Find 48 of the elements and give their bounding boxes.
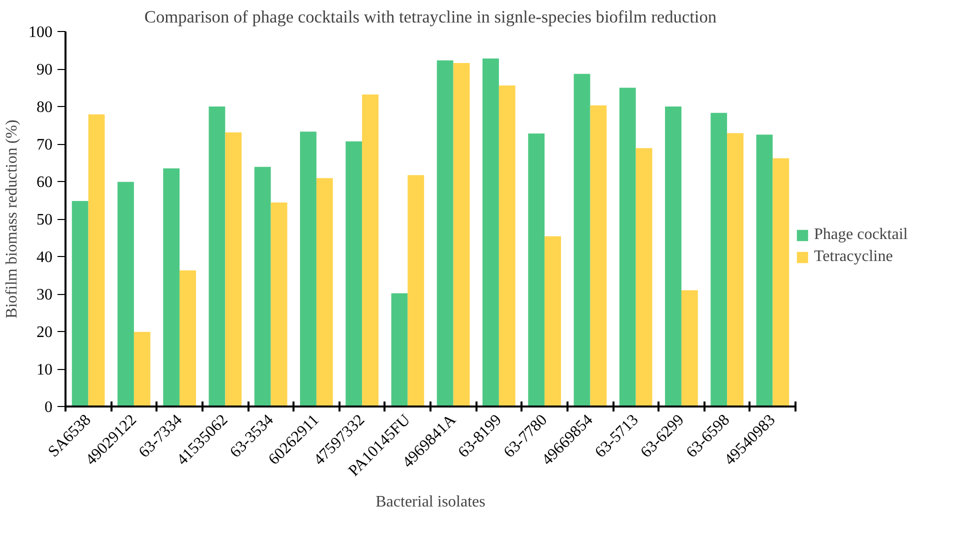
bar — [482, 58, 499, 406]
y-tick-label: 40 — [36, 249, 52, 266]
bar — [544, 236, 561, 406]
y-tick-label: 0 — [44, 399, 52, 416]
y-tick-label: 30 — [36, 286, 52, 304]
chart-title: Comparison of phage cocktails with tetraycline in signle-species biofilm reduction — [144, 8, 717, 26]
bar — [316, 178, 333, 406]
bar — [208, 106, 226, 406]
bar — [665, 106, 682, 406]
bar — [118, 182, 134, 406]
bar — [772, 158, 790, 406]
x-axis-title: Bacterial isolates — [376, 494, 486, 511]
bar — [254, 166, 271, 406]
bar — [362, 94, 378, 406]
legend-label: Phage cocktail — [814, 226, 908, 244]
bar — [300, 132, 316, 406]
bar — [710, 112, 728, 406]
y-tick-label: 80 — [36, 99, 52, 116]
y-axis-title: Biofilm biomass reduction (%) — [4, 120, 20, 318]
bar — [574, 74, 590, 406]
bar — [756, 134, 773, 406]
bar — [391, 293, 408, 406]
bar — [225, 132, 242, 406]
y-tick-label: 20 — [36, 324, 52, 341]
bar — [727, 133, 744, 406]
y-tick-label: 60 — [36, 174, 52, 191]
y-tick-label: 10 — [36, 362, 52, 378]
bar — [134, 332, 150, 406]
bar — [88, 114, 105, 406]
bar — [180, 270, 196, 406]
legend-label: Tetracycline — [814, 248, 893, 266]
bar — [453, 63, 470, 406]
bar — [590, 105, 607, 406]
y-tick-label: 90 — [36, 62, 52, 78]
bar — [163, 168, 180, 406]
bar — [636, 148, 652, 406]
bar — [346, 141, 362, 406]
bar — [408, 175, 424, 406]
bar — [619, 88, 636, 406]
bar — [436, 60, 454, 406]
bar — [72, 201, 88, 406]
bar — [681, 290, 698, 406]
bar — [270, 202, 288, 406]
y-tick-label: 50 — [36, 212, 52, 228]
y-tick-label: 100 — [28, 24, 52, 41]
y-tick-label: 70 — [36, 136, 52, 154]
bar — [528, 134, 545, 406]
bar — [498, 86, 516, 406]
